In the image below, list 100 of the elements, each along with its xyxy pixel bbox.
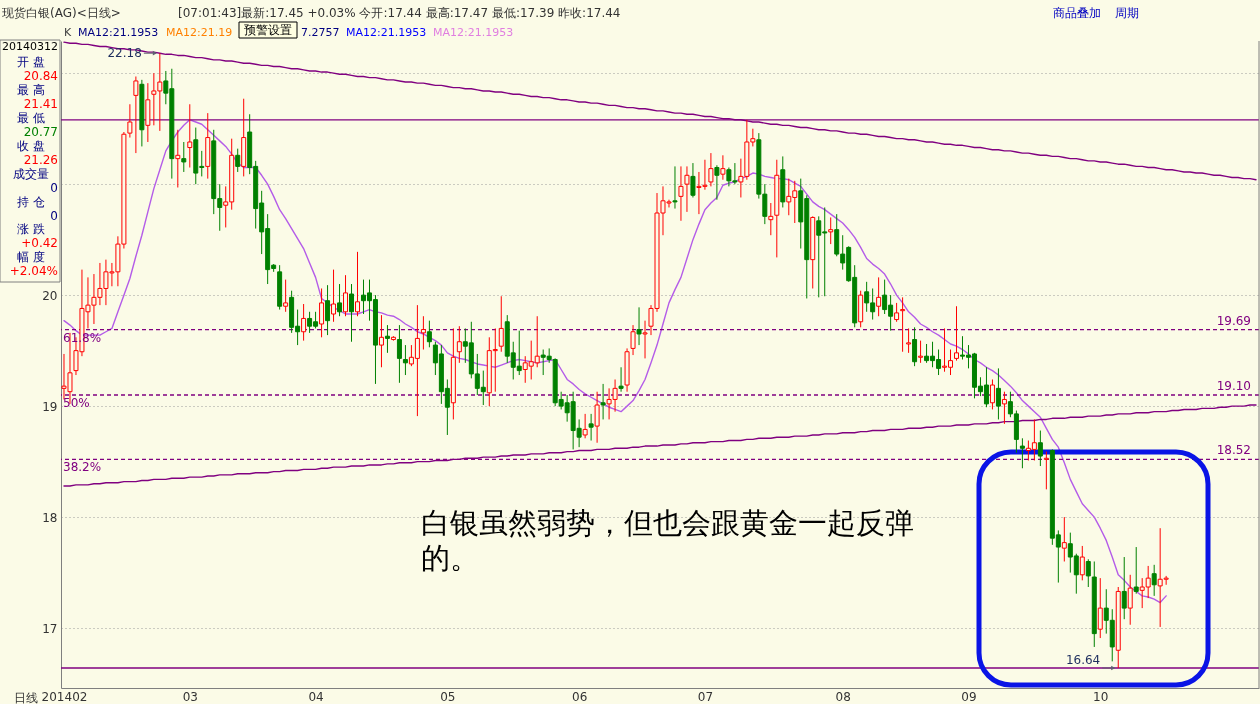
annotation: 16.64	[1065, 653, 1101, 668]
text: MA12:21.1953	[346, 26, 427, 39]
candlestick	[283, 279, 289, 313]
candlestick	[588, 413, 594, 442]
candlestick	[684, 165, 690, 213]
line-series	[63, 41, 1257, 181]
candlestick	[1151, 564, 1157, 597]
candlestick	[582, 413, 588, 439]
annotation: 50%	[63, 396, 90, 411]
candlestick	[133, 76, 139, 154]
candlestick	[594, 391, 600, 444]
candlestick	[426, 320, 432, 348]
candlestick	[396, 324, 402, 384]
candlestick	[1037, 430, 1043, 467]
candlestick	[600, 383, 606, 420]
text: 21.26	[23, 152, 58, 167]
text: 成交量	[13, 166, 49, 181]
candlestick	[175, 129, 181, 188]
candlestick	[954, 305, 960, 362]
candlestick	[325, 284, 331, 336]
candlestick	[828, 216, 834, 245]
x-tick-label: 04	[308, 689, 324, 704]
candlestick	[708, 152, 714, 187]
candlestick	[319, 287, 325, 338]
candlestick	[906, 327, 912, 354]
x-tick-label: 05	[440, 689, 456, 704]
candlestick	[630, 324, 636, 356]
text: 持 仓	[17, 194, 45, 209]
y-tick-label: 18	[42, 510, 58, 525]
candlestick	[720, 154, 726, 181]
x-axis-title: 日线	[13, 690, 38, 704]
text: +0.42	[21, 236, 58, 251]
text: 收 盘	[17, 138, 45, 153]
annotation: 61.8%	[63, 330, 102, 345]
candlestick	[918, 340, 924, 364]
candlestick	[912, 326, 918, 367]
candlestick	[456, 325, 462, 364]
candlestick	[1121, 556, 1127, 620]
candlestick	[1133, 546, 1139, 595]
text: 20140312	[2, 40, 58, 53]
text: 21.41	[23, 96, 58, 111]
candlestick	[1127, 574, 1133, 626]
ref-line-label: 18.52	[1216, 443, 1251, 458]
candlestick	[1079, 545, 1085, 581]
y-tick-label: 17	[42, 621, 58, 636]
candlestick	[301, 303, 307, 342]
text: 涨 跌	[17, 222, 45, 237]
candlestick	[1061, 516, 1067, 562]
text: K	[64, 26, 72, 39]
text: MA12:21.1953	[78, 26, 159, 39]
candlestick	[678, 165, 684, 222]
text: 0	[50, 208, 58, 223]
candlestick	[378, 314, 384, 368]
candlestick	[714, 164, 720, 201]
text: 预警设置	[244, 23, 292, 37]
annotation: 白银虽然弱势，但也会跟黄金一起反弹的。	[421, 506, 914, 575]
ref-line-label: 19.69	[1216, 313, 1251, 328]
candlestick	[894, 302, 900, 323]
candlestick	[1043, 451, 1049, 490]
candlestick	[876, 276, 882, 317]
x-tick-label: 09	[961, 689, 977, 704]
text: 幅 度	[17, 250, 45, 265]
ref-line-label: 19.10	[1216, 379, 1251, 394]
candlestick	[181, 141, 187, 173]
text: 商品叠加	[1053, 6, 1101, 20]
candlestick	[1019, 437, 1025, 469]
x-tick-label: 03	[182, 689, 198, 704]
candlestick	[127, 103, 133, 139]
candlestick	[349, 283, 355, 343]
candlestick	[498, 295, 504, 353]
candlestick	[384, 324, 390, 354]
y-tick-label: 20	[42, 288, 58, 303]
candlestick	[187, 103, 193, 169]
candlestick	[690, 162, 696, 198]
text: MA12:21.1953	[433, 26, 514, 39]
candlestick	[642, 320, 648, 359]
x-tick-label: 10	[1093, 689, 1109, 704]
candlestick	[402, 344, 408, 376]
chart-subtitle: [07:01:43]最新:17.45 +0.03% 今开:17.44 最高:17.47 最低:17.39 昨收:17.44	[178, 6, 621, 20]
x-tick-label: 08	[835, 689, 851, 704]
text: 最 高	[17, 82, 45, 97]
candlestick	[1097, 577, 1103, 639]
text: 7.2757	[301, 26, 340, 39]
candlestick	[337, 283, 343, 317]
candlestick	[331, 269, 337, 323]
candlestick	[989, 378, 995, 410]
text: 20.84	[23, 69, 58, 83]
candlestick	[420, 315, 426, 351]
candlestick	[900, 296, 906, 353]
candlestick	[995, 367, 1001, 420]
candlestick	[636, 306, 642, 346]
text: 20.77	[23, 124, 58, 139]
text: 开 盘	[17, 55, 45, 69]
candlestick	[618, 366, 624, 393]
text: 0	[50, 180, 58, 195]
text: +2.04%	[9, 264, 58, 279]
candlestick	[768, 202, 774, 236]
text: 周期	[1115, 6, 1139, 20]
candlestick	[235, 148, 241, 173]
text: 最 低	[17, 110, 45, 125]
